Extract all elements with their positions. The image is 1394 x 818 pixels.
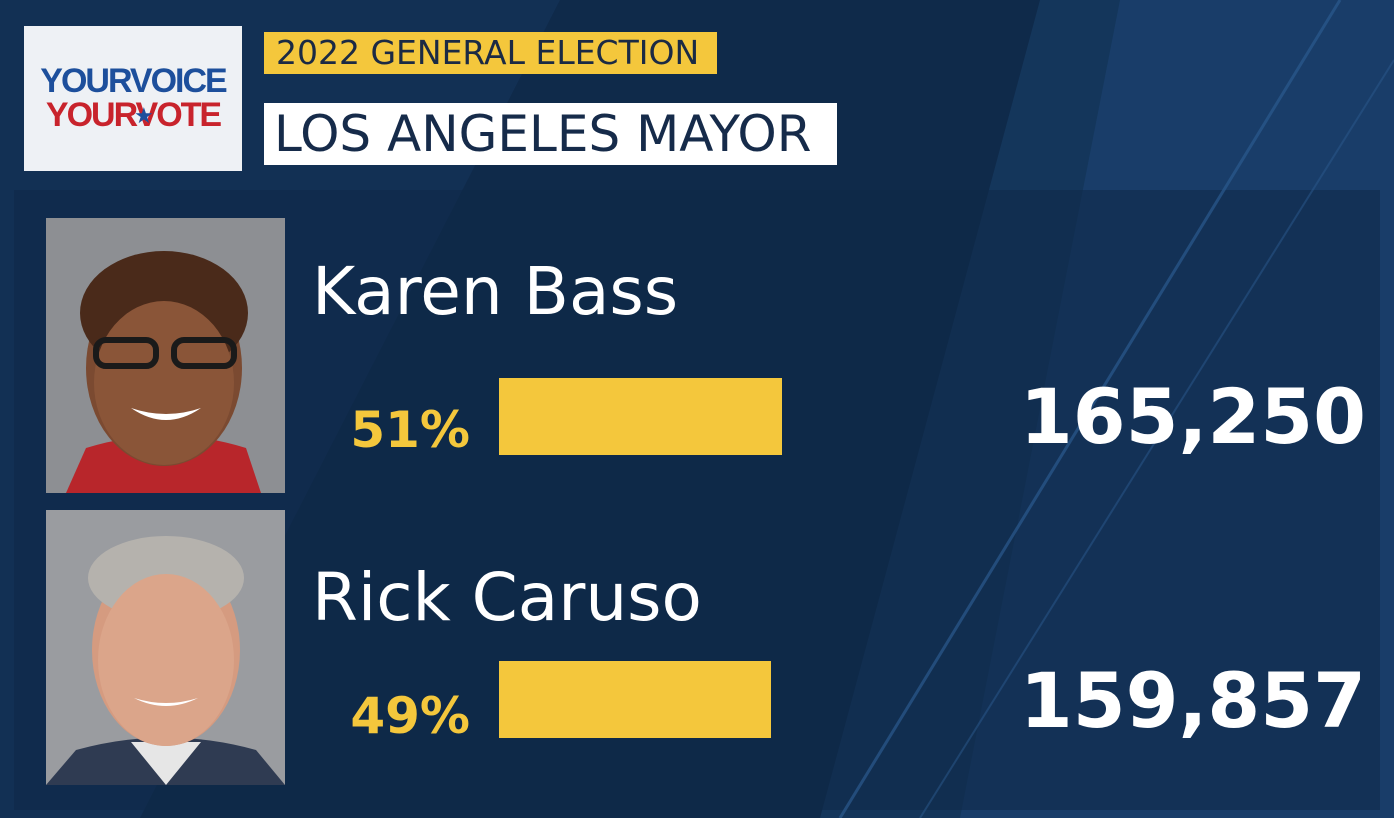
- candidate-percent: 51%: [350, 401, 470, 459]
- logo-line-1: YOURVOICE: [40, 62, 227, 100]
- candidate-percent-bar: [499, 378, 782, 455]
- candidate-percent-bar: [499, 661, 771, 738]
- your-voice-your-vote-logo: YOURVOICE YOURVOTE ★: [24, 26, 242, 171]
- logo-line-2: YOURVOTE: [45, 96, 222, 134]
- candidate-photo-karen-bass: [46, 218, 285, 493]
- race-title: LOS ANGELES MAYOR: [264, 103, 838, 165]
- election-label: 2022 GENERAL ELECTION: [264, 32, 718, 74]
- candidate-photo-icon: [46, 218, 285, 493]
- candidate-photo-rick-caruso: [46, 510, 285, 785]
- star-icon: ★: [134, 104, 154, 129]
- candidate-votes: 159,857: [1019, 656, 1366, 745]
- candidate-percent: 49%: [350, 687, 470, 745]
- candidate-votes: 165,250: [1019, 372, 1366, 461]
- candidate-name: Karen Bass: [312, 253, 679, 330]
- candidate-name: Rick Caruso: [312, 559, 702, 636]
- candidate-photo-icon: [46, 510, 285, 785]
